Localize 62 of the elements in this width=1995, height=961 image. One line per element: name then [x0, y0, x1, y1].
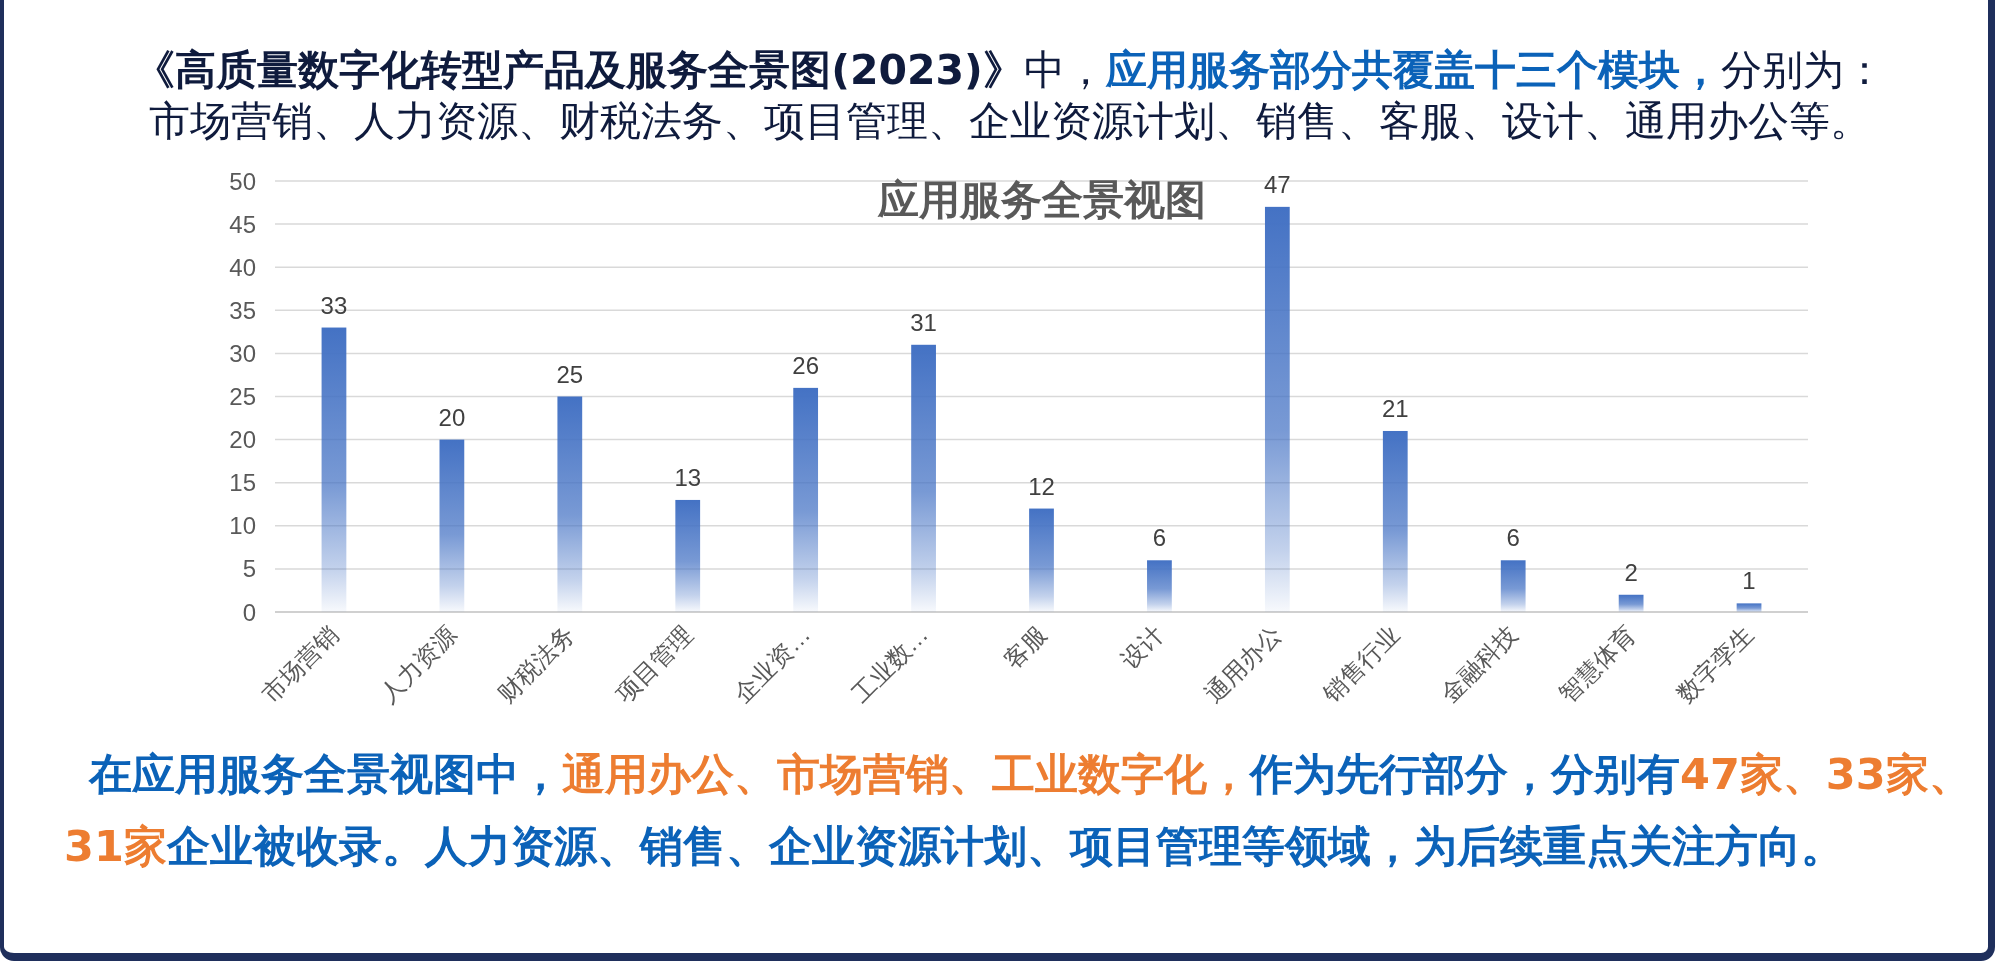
x-tick-label: 工业数…	[846, 620, 934, 708]
bar	[793, 387, 819, 612]
bar	[1736, 603, 1762, 612]
text: 47家、33家、	[1680, 749, 1972, 799]
y-tick-label: 45	[229, 210, 256, 238]
data-label: 12	[1028, 472, 1055, 500]
x-tick-label: 企业资…	[728, 620, 816, 708]
text: 应用服务部分共覆盖十三个模块，	[1105, 46, 1721, 94]
data-label: 25	[556, 360, 584, 388]
y-tick-label: 25	[229, 383, 256, 410]
bar	[911, 344, 936, 612]
chart-title: 应用服务全景视图	[876, 177, 1206, 223]
x-tick-label: 人力资源	[374, 620, 462, 708]
x-tick-label: 智慧体育	[1553, 620, 1641, 708]
x-tick-label: 项目管理	[610, 620, 698, 708]
y-tick-label: 40	[229, 253, 256, 281]
bar	[1029, 508, 1054, 612]
text: 31家	[64, 821, 167, 871]
data-label: 20	[438, 403, 466, 431]
text: 中，	[1023, 46, 1106, 94]
bar	[557, 396, 583, 612]
y-tick-label: 10	[229, 512, 256, 540]
data-label: 6	[1152, 524, 1167, 552]
x-tick-label: 数字孪生	[1671, 620, 1759, 708]
data-label: 6	[1506, 524, 1520, 552]
x-tick-label: 财税法务	[492, 620, 580, 708]
text: 在应用服务全景视图中，	[89, 749, 562, 799]
data-label: 47	[1263, 170, 1291, 198]
x-tick-label: 通用办公	[1199, 620, 1287, 708]
bar	[439, 439, 465, 612]
x-tick-label: 销售行业	[1317, 620, 1405, 709]
y-tick-label: 50	[229, 167, 256, 195]
y-tick-label: 15	[229, 469, 256, 497]
x-tick-label: 金融科技	[1435, 620, 1523, 708]
bar	[1500, 560, 1526, 612]
y-tick-label: 30	[229, 339, 256, 367]
bar	[1618, 594, 1644, 612]
y-tick-label: 5	[242, 555, 256, 583]
text: 作为先行部分，分别有	[1250, 749, 1680, 799]
bar	[321, 327, 347, 612]
data-label: 2	[1624, 558, 1638, 586]
data-label: 33	[320, 291, 348, 319]
x-tick-label: 设计	[1115, 620, 1169, 674]
text: 市场营销、人力资源、财税法务、项目管理、企业资源计划、销售、客服、设计、通用办公等。	[148, 97, 1871, 145]
y-tick-label: 0	[242, 598, 256, 626]
data-label: 1	[1742, 567, 1756, 595]
bar	[1264, 206, 1290, 612]
x-tick-label: 市场营销	[256, 620, 344, 708]
text: 《高质量数字化转型产品及服务全景图(2023)》	[134, 46, 1024, 94]
text: 通用办公、市场营销、工业数字化，	[562, 749, 1250, 799]
data-label: 21	[1381, 394, 1409, 422]
data-label: 31	[910, 308, 937, 336]
bar	[1382, 430, 1408, 612]
data-label: 26	[792, 351, 820, 379]
text: 分别为：	[1720, 46, 1885, 94]
text: 企业被收录。人力资源、销售、企业资源计划、项目管理等领域，为后续重点关注方向。	[166, 821, 1844, 871]
y-tick-label: 35	[229, 296, 256, 324]
x-tick-label: 客服	[998, 620, 1052, 674]
bar	[1147, 560, 1172, 612]
y-tick-label: 20	[229, 426, 256, 454]
data-label: 13	[674, 463, 702, 491]
bar	[675, 499, 701, 612]
